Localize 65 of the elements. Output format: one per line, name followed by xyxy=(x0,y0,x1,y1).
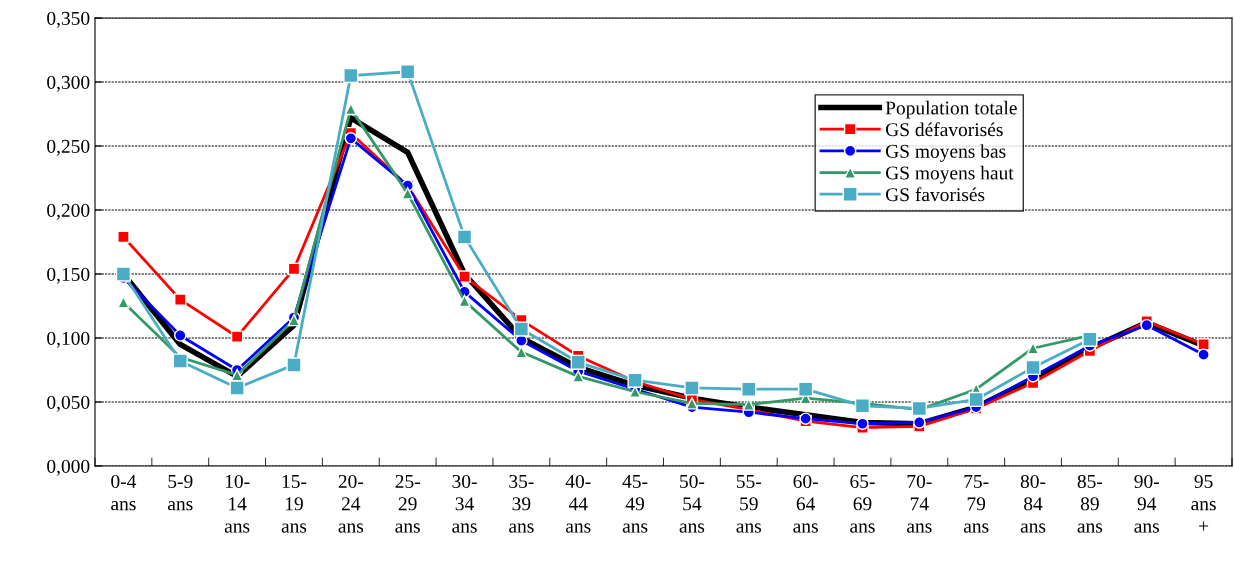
y-tick-label: 0,050 xyxy=(47,395,90,412)
point xyxy=(1197,348,1210,361)
x-tick-label: 25- 29 ans xyxy=(395,474,420,533)
point xyxy=(854,398,871,414)
point xyxy=(1197,338,1210,351)
x-tick-label: 40- 44 ans xyxy=(565,474,591,533)
x-tick-label: 80- 84 ans xyxy=(1020,474,1046,533)
point xyxy=(1025,359,1041,376)
point xyxy=(1140,318,1153,332)
y-tick-label: 0,300 xyxy=(47,75,90,92)
point xyxy=(174,293,187,306)
x-tick-label: 55- 59 ans xyxy=(736,475,762,533)
point xyxy=(570,354,586,370)
point xyxy=(797,381,814,397)
x-tick-label: 20- 24 ans xyxy=(338,474,364,533)
legend-label: Population totale xyxy=(885,100,1017,119)
x-tick-label: 75- 79 ans xyxy=(963,475,989,533)
point xyxy=(174,329,187,342)
y-tick-label: 0,000 xyxy=(47,459,90,476)
legend-label: GS défavorisés xyxy=(885,122,1003,137)
x-tick-label: 70- 74 ans xyxy=(907,474,932,533)
x-tick-label: 10- 14 ans xyxy=(224,474,250,533)
point xyxy=(913,416,926,429)
point xyxy=(343,67,359,84)
x-tick-label: 50- 54 ans xyxy=(679,474,705,533)
y-tick-label: 0,200 xyxy=(47,203,90,220)
x-tick-label: 65- 69 ans xyxy=(850,474,875,533)
point xyxy=(968,391,984,408)
point xyxy=(344,132,358,145)
x-tick-label: 0-4 ans xyxy=(111,474,137,511)
point xyxy=(172,353,188,369)
legend-label: GS moyens bas xyxy=(885,144,1006,162)
point xyxy=(741,381,757,397)
point xyxy=(1082,331,1098,347)
y-tick-label: 0,250 xyxy=(47,139,90,156)
x-tick-label: 5-9 ans xyxy=(168,474,193,511)
point xyxy=(400,64,416,80)
point xyxy=(286,357,302,373)
point xyxy=(458,270,471,283)
x-tick-label: 90- 94 ans xyxy=(1134,474,1159,533)
point xyxy=(685,397,699,410)
x-tick-label: 35- 39 ans xyxy=(509,474,534,533)
point xyxy=(571,370,585,383)
y-tick-label: 0,100 xyxy=(47,331,90,348)
point xyxy=(230,330,244,343)
point xyxy=(117,230,130,244)
x-tick-label: 60- 64 ans xyxy=(793,474,818,533)
point xyxy=(287,262,301,276)
legend-label: GS favorisés xyxy=(885,187,985,202)
x-tick-label: 85- 89 ans xyxy=(1077,474,1103,533)
point xyxy=(458,294,471,308)
x-tick-label: 95 ans + xyxy=(1191,474,1216,531)
point xyxy=(856,417,869,431)
point xyxy=(742,398,756,411)
y-tick-label: 0,350 xyxy=(47,11,90,28)
legend-label: GS moyens haut xyxy=(885,165,1014,184)
y-tick-label: 0,150 xyxy=(47,267,90,284)
x-tick-label: 30- 34 ans xyxy=(452,474,477,533)
point xyxy=(515,345,528,359)
point xyxy=(684,380,700,396)
x-tick-label: 45- 49 ans xyxy=(622,475,648,533)
point xyxy=(229,380,245,396)
x-tick-label: 15- 19 ans xyxy=(281,474,307,533)
point xyxy=(513,321,530,337)
point xyxy=(456,229,473,245)
